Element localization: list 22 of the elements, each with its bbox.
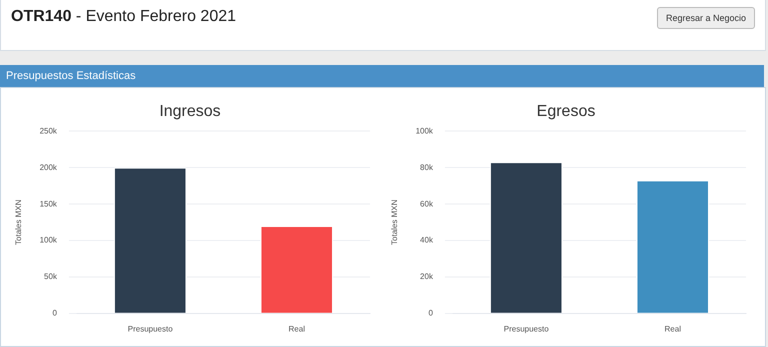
chart-title: Ingresos <box>159 103 221 120</box>
y-axis-title: Totales MXN <box>390 199 400 245</box>
y-tick-label: 50k <box>44 272 58 282</box>
y-tick-label: 250k <box>40 126 58 136</box>
text: Presupuestos Estadísticas <box>0 65 764 87</box>
y-tick-label: 0 <box>428 308 434 318</box>
y-tick-label: 200k <box>40 162 58 172</box>
x-tick-label: Presupuesto <box>504 324 550 334</box>
y-tick-label: 100k <box>416 126 434 136</box>
x-tick-label: Presupuesto <box>128 324 174 334</box>
x-tick-label: Real <box>664 324 682 334</box>
x-tick-label: Real <box>288 324 306 334</box>
y-tick-label: 60k <box>420 199 434 208</box>
y-tick-label: 20k <box>420 272 434 282</box>
y-tick-label: 80k <box>420 162 434 172</box>
text: OTR140 - Evento Febrero 2021 <box>11 8 236 26</box>
y-tick-label: 100k <box>40 236 58 245</box>
y-tick-label: 40k <box>420 236 434 245</box>
y-tick-label: 150k <box>40 199 58 208</box>
y-tick-label: 0 <box>52 308 58 318</box>
y-axis-title: Totales MXN <box>14 199 24 245</box>
chart-title: Egresos <box>536 103 596 120</box>
